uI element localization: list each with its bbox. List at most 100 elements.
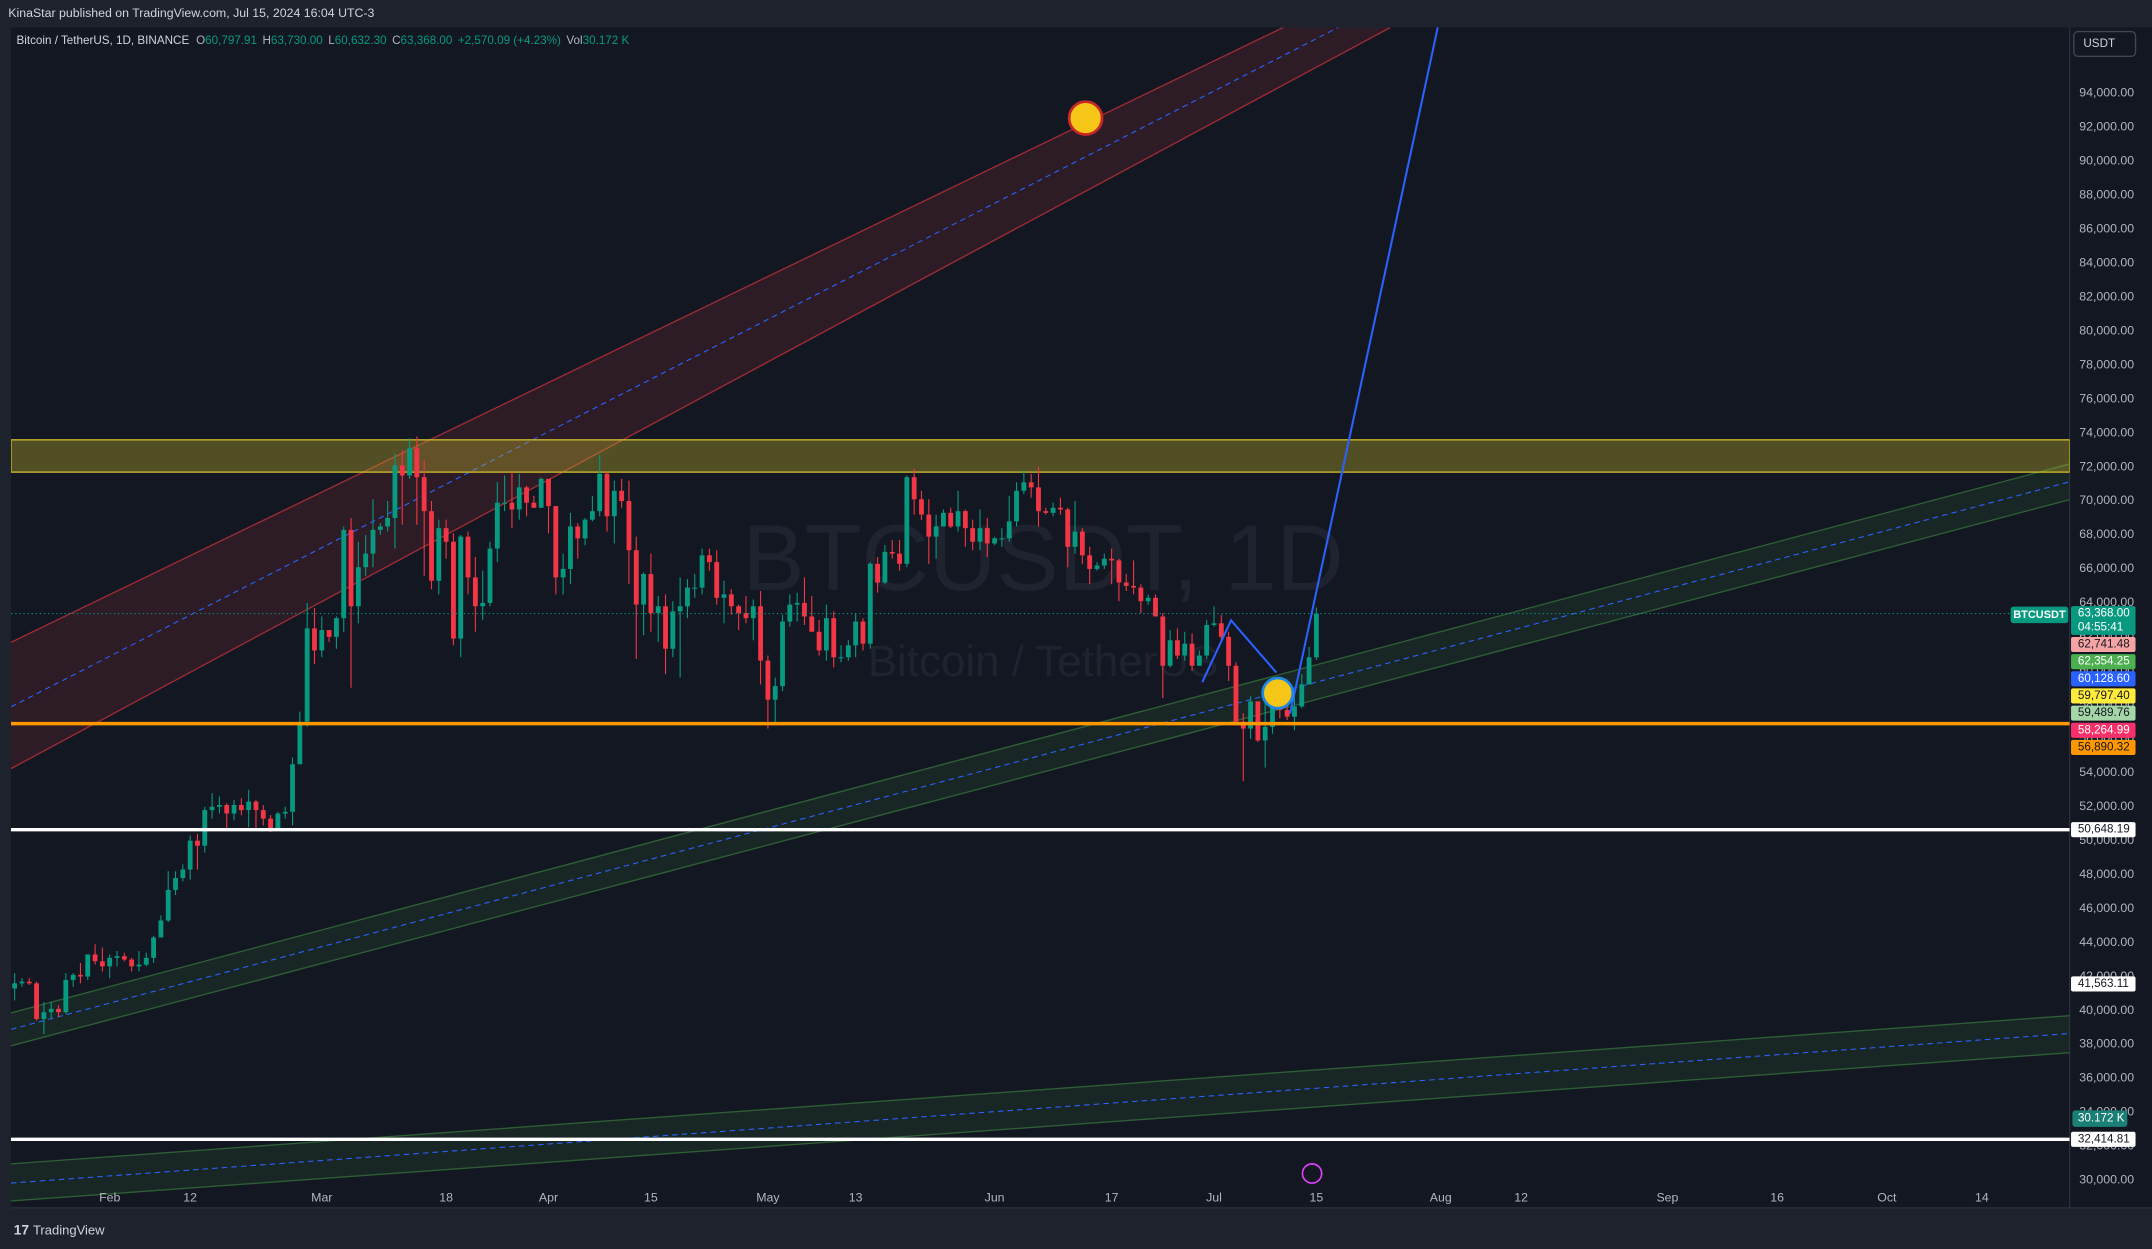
candle-body [845, 645, 851, 658]
y-tick-label: 80,000.00 [2079, 323, 2134, 337]
candle-body [502, 502, 508, 504]
y-tick-label: 66,000.00 [2079, 561, 2134, 575]
candle-body [984, 528, 990, 544]
candle-body [494, 502, 500, 549]
channel-edge [10, 27, 1284, 643]
candle-body [370, 529, 376, 554]
y-tick-label: 90,000.00 [2079, 154, 2134, 168]
candle-body [85, 954, 91, 977]
y-tick-label: 94,000.00 [2079, 86, 2134, 100]
candle-body [1079, 531, 1085, 556]
candle-body [1065, 509, 1071, 547]
candle-body [451, 541, 456, 639]
legend-key: H [263, 34, 271, 47]
candle-body [1094, 565, 1100, 569]
candle-body [736, 606, 742, 614]
candle-body [1189, 643, 1195, 666]
candle-body [290, 764, 295, 812]
y-tick-label: 44,000.00 [2079, 935, 2134, 949]
candle-body [246, 801, 252, 811]
candle-body [275, 813, 281, 829]
watermark-sub: Bitcoin / TetherUS [868, 637, 1219, 686]
candle-body [758, 606, 763, 661]
candle-body [794, 602, 800, 605]
candle-body [611, 490, 617, 517]
y-tick-label: 36,000.00 [2079, 1071, 2134, 1085]
price-tag [2071, 636, 2136, 653]
brand-logo: 17 [14, 1223, 30, 1238]
x-tick-label: Jul [1206, 1190, 1222, 1204]
candle-body [853, 621, 859, 646]
volume-tag [2072, 1110, 2128, 1127]
candle-body [911, 477, 917, 500]
legend-key: Vol [566, 34, 582, 47]
candle-body [1050, 507, 1056, 513]
candle-body [1101, 558, 1107, 566]
price-tag [2071, 1131, 2136, 1147]
candle-body [1058, 507, 1063, 510]
candle-body [655, 606, 661, 614]
y-tick-label: 54,000.00 [2079, 765, 2134, 779]
candle-body [977, 528, 983, 542]
candle-body [480, 602, 486, 607]
candle-body [312, 628, 317, 651]
candle-body [619, 490, 625, 501]
candle-body [304, 628, 310, 722]
candle-body [253, 801, 259, 811]
price-tag [2071, 976, 2136, 992]
legend-value: 63,730.00 [271, 34, 323, 47]
x-tick-label: 15 [644, 1190, 658, 1204]
x-tick-label: 13 [849, 1190, 863, 1204]
candle-body [1153, 597, 1158, 617]
price-tag [2071, 739, 2136, 755]
currency-button[interactable] [2073, 30, 2137, 57]
x-tick-label: Apr [539, 1190, 558, 1204]
candle-body [355, 567, 361, 607]
candle-body [41, 1012, 47, 1019]
candle-body [129, 959, 135, 967]
candle-body [1006, 521, 1012, 539]
candle-body [78, 974, 83, 977]
candle-body [1299, 684, 1305, 707]
candle-body [531, 502, 537, 508]
y-tick-label: 78,000.00 [2079, 357, 2134, 371]
candle-body [1028, 482, 1034, 488]
y-tick-label: 38,000.00 [2079, 1037, 2134, 1051]
candle-body [1196, 655, 1202, 666]
y-tick-label: 84,000.00 [2079, 255, 2134, 269]
candle-body [948, 512, 954, 527]
symbol-tag [2010, 606, 2069, 624]
x-tick-label: 14 [1975, 1190, 1989, 1204]
candle-body [926, 514, 932, 537]
candle-body [1043, 511, 1049, 513]
x-tick-label: May [756, 1190, 780, 1204]
candle-body [92, 954, 98, 962]
candle-body [860, 621, 866, 644]
x-tick-label: Sep [1656, 1190, 1678, 1204]
price-tag [2071, 722, 2136, 738]
candle-body [1087, 555, 1093, 569]
candle-body [670, 611, 676, 649]
candle-body [1014, 490, 1019, 522]
currency[interactable]: USDT [2083, 37, 2115, 50]
candle-body [63, 979, 69, 1013]
candle-body [589, 511, 595, 520]
candle-body [1226, 636, 1232, 666]
x-tick-label: 17 [1105, 1190, 1119, 1204]
candle-body [195, 840, 200, 846]
candle-body [143, 957, 149, 965]
candle-body [1248, 701, 1253, 729]
candle-body [99, 961, 105, 967]
candle-body [56, 1008, 61, 1013]
candle-body [604, 473, 610, 517]
candle-body [26, 981, 32, 984]
x-tick-label: Feb [99, 1190, 120, 1204]
candle-body [1138, 587, 1144, 602]
candle-body [750, 606, 756, 619]
candle-body [780, 621, 785, 687]
publisher: KinaStar published on TradingView.com, J… [8, 6, 374, 20]
sell-icon [1067, 100, 1104, 136]
y-tick-label: 76,000.00 [2079, 391, 2134, 405]
